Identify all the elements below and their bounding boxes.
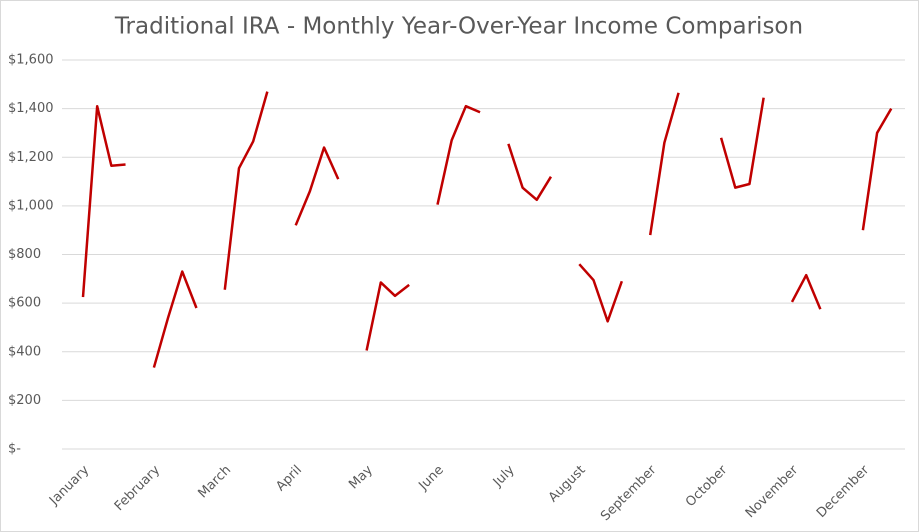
- y-tick-label: $1,400: [8, 101, 54, 116]
- y-tick-label: $400: [8, 344, 41, 359]
- y-tick-label: $600: [8, 296, 41, 311]
- y-tick-label: $-: [8, 442, 21, 457]
- chart-title: Traditional IRA - Monthly Year-Over-Year…: [114, 14, 803, 40]
- y-tick-label: $800: [8, 247, 41, 262]
- y-tick-label: $200: [8, 393, 41, 408]
- y-tick-label: $1,200: [8, 150, 54, 165]
- y-tick-label: $1,000: [8, 198, 54, 213]
- y-tick-label: $1,600: [8, 53, 54, 68]
- line-series: [81, 91, 893, 368]
